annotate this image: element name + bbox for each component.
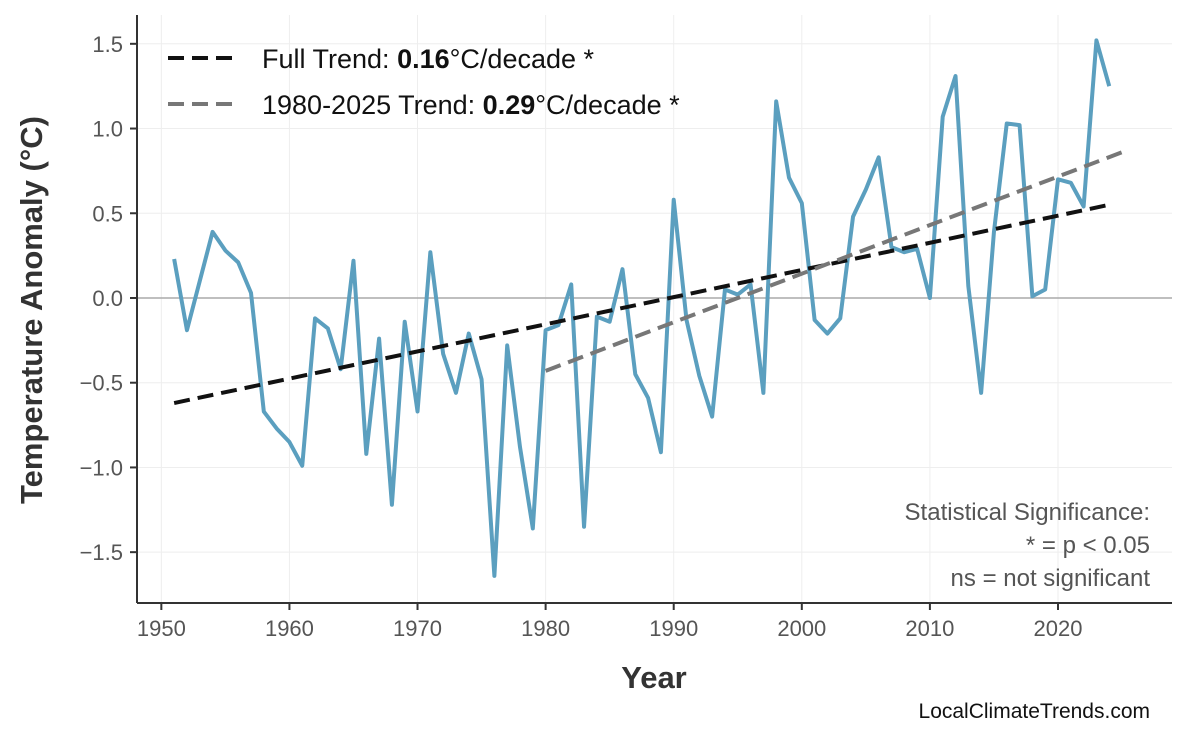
legend-entry: 1980-2025 Trend: 0.29°C/decade * <box>262 90 680 120</box>
y-tick-label: −1.0 <box>80 455 123 480</box>
temperature-series-line <box>172 38 1112 578</box>
x-tick-label: 2000 <box>777 616 826 641</box>
x-tick-label: 1990 <box>649 616 698 641</box>
x-tick-label: 2020 <box>1034 616 1083 641</box>
legend-entry: Full Trend: 0.16°C/decade * <box>262 44 595 74</box>
x-tick-label: 1960 <box>265 616 314 641</box>
y-tick-label: 0.0 <box>92 286 123 311</box>
legend-label-prefix: Full Trend: <box>262 44 397 74</box>
legend-value: 0.29 <box>483 90 536 120</box>
y-tick-label: 1.5 <box>92 32 123 57</box>
significance-note: Statistical Significance: <box>905 499 1150 526</box>
x-axis-label: Year <box>621 660 687 695</box>
full-trend-line <box>173 202 1110 406</box>
y-tick-label: 0.5 <box>92 201 123 226</box>
x-tick-label: 1980 <box>521 616 570 641</box>
legend-value: 0.16 <box>397 44 450 74</box>
y-tick-label: 1.0 <box>92 117 123 142</box>
legend-label-suffix: °C/decade * <box>535 90 680 120</box>
watermark: LocalClimateTrends.com <box>919 700 1150 723</box>
legend-label-suffix: °C/decade * <box>450 44 595 74</box>
significance-note: ns = not significant <box>951 565 1151 592</box>
recent-trend-line <box>544 150 1123 373</box>
x-tick-label: 1970 <box>393 616 442 641</box>
y-tick-label: −0.5 <box>80 371 123 396</box>
y-tick-label: −1.5 <box>80 540 123 565</box>
significance-note: * = p < 0.05 <box>1026 532 1150 559</box>
legend-label-prefix: 1980-2025 Trend: <box>262 90 483 120</box>
x-tick-label: 2010 <box>905 616 954 641</box>
y-axis-label: Temperature Anomaly (°C) <box>14 116 49 504</box>
x-tick-label: 1950 <box>137 616 186 641</box>
